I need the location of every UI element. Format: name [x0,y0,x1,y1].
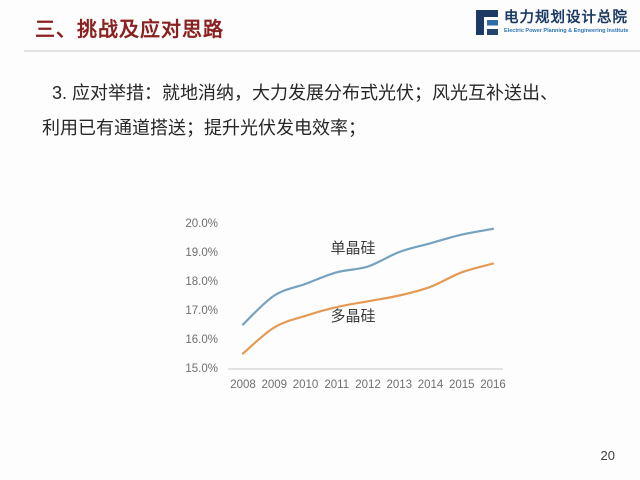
org-name-en: Electric Power Planning & Engineering In… [504,28,629,34]
series-label-mono: 单晶硅 [330,240,375,257]
x-axis-tick-label: 2011 [324,379,349,391]
body-text-line2: 利用已有通道搭送；提升光伏发电效率； [42,118,366,138]
page-number: 20 [600,448,615,463]
y-axis-tick-label: 17.0% [185,305,218,317]
y-axis-tick-label: 16.0% [185,334,218,346]
body-text-line1: 3. 应对举措：就地消纳，大力发展分布式光伏；风光互补送出、 [52,83,559,103]
series-line-mono [241,227,495,326]
x-axis-tick-label: 2008 [230,379,256,391]
header-divider [24,50,640,52]
org-name-zh: 电力规划设计总院 [504,10,628,26]
org-logo-text: 电力规划设计总院 Electric Power Planning & Engin… [504,8,628,35]
x-axis-tick-label: 2015 [449,379,475,391]
x-axis-tick-label: 2010 [293,379,319,391]
y-axis-tick-label: 15.0% [185,363,218,375]
x-axis-tick-label: 2013 [386,379,412,391]
efficiency-line-chart: 20.0% 19.0% 18.0% 17.0% 16.0% 15.0% 2008 2009 20… [165,200,535,395]
chart-canvas: 20.0% 19.0% 18.0% 17.0% 16.0% 15.0% 2008 2009 20… [185,218,506,391]
body-text: 3. 应对举措：就地消纳，大力发展分布式光伏；风光互补送出、 利用已有通道搭送；… [42,76,602,146]
x-axis-tick-label: 2012 [355,379,381,391]
y-axis-tick-label: 19.0% [185,247,218,259]
series-label-poly: 多晶硅 [330,308,375,325]
series-line-poly [241,262,495,355]
eppei-logo-icon [476,10,498,35]
y-axis-tick-label: 20.0% [185,218,218,230]
y-axis-tick-label: 18.0% [185,276,218,288]
x-axis-tick-label: 2016 [480,379,506,391]
org-logo: 电力规划设计总院 Electric Power Planning & Engin… [476,8,636,46]
slide-title: 三、挑战及应对思路 [35,19,224,41]
x-axis-tick-label: 2009 [261,379,287,391]
x-axis-tick-label: 2014 [418,379,444,391]
